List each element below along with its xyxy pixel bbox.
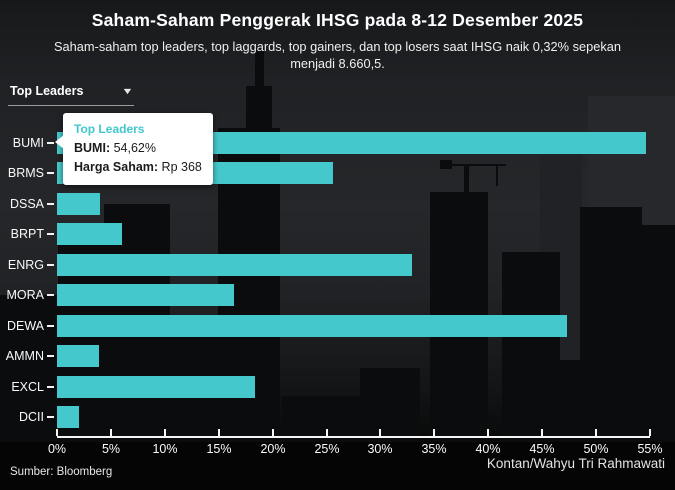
ground-strip <box>0 442 675 490</box>
page-title: Saham-Saham Penggerak IHSG pada 8-12 Des… <box>91 10 584 30</box>
bar-mora[interactable] <box>57 284 234 306</box>
x-tick-label: 5% <box>101 442 121 456</box>
y-axis-label-dewa: DEWA <box>6 319 44 333</box>
x-tick-label: 40% <box>475 442 501 456</box>
y-axis-label-dssa: DSSA <box>9 197 44 211</box>
y-tick-mark <box>47 264 54 266</box>
y-axis-label-excl: EXCL <box>11 380 44 394</box>
tooltip-price-line: Harga Saham: Rp 368 <box>74 159 202 174</box>
series-dropdown[interactable]: Top Leaders ▼ <box>8 82 134 106</box>
tooltip: Top Leaders BUMI: 54,62% Harga Saham: Rp… <box>55 113 213 185</box>
x-tick-label: 50% <box>583 442 609 456</box>
x-tick-label: 0% <box>47 442 67 456</box>
x-tick-label: 45% <box>529 442 555 456</box>
x-tick-mark <box>56 429 58 436</box>
x-tick-mark <box>272 429 274 436</box>
tooltip-title: Top Leaders <box>74 122 145 136</box>
y-tick-mark <box>47 416 54 418</box>
x-axis-line <box>57 436 650 438</box>
header: Saham-Saham Penggerak IHSG pada 8-12 Des… <box>0 0 675 73</box>
x-tick-mark <box>326 429 328 436</box>
bar-excl[interactable] <box>57 376 255 398</box>
x-tick-mark <box>595 429 597 436</box>
y-axis-label-ammn: AMMN <box>5 349 44 363</box>
x-tick-mark <box>649 429 651 436</box>
credit-label: Kontan/Wahyu Tri Rahmawati <box>486 456 665 471</box>
bar-dssa[interactable] <box>57 193 100 215</box>
x-tick-mark <box>541 429 543 436</box>
x-tick-mark <box>433 429 435 436</box>
bar-ammn[interactable] <box>57 345 99 367</box>
tooltip-stock-line: BUMI: 54,62% <box>74 141 156 155</box>
bar-dcii[interactable] <box>57 406 79 428</box>
bar-brpt[interactable] <box>57 223 122 245</box>
x-tick-label: 55% <box>637 442 663 456</box>
tooltip-arrow-icon <box>55 135 64 149</box>
y-axis-label-brpt: BRPT <box>10 227 44 241</box>
y-tick-mark <box>47 142 54 144</box>
y-tick-mark <box>47 172 54 174</box>
y-axis-label-brms: BRMS <box>7 166 44 180</box>
chart-row-enrg: ENRG <box>0 254 675 276</box>
x-tick-mark <box>379 429 381 436</box>
page-subtitle: Saham-saham top leaders, top laggards, t… <box>54 39 621 72</box>
chart-row-dewa: DEWA <box>0 315 675 337</box>
x-tick-label: 15% <box>206 442 232 456</box>
chart-row-dcii: DCII <box>0 406 675 428</box>
x-tick-mark <box>218 429 220 436</box>
series-dropdown-label: Top Leaders <box>10 84 84 98</box>
y-tick-mark <box>47 294 54 296</box>
y-tick-mark <box>47 325 54 327</box>
bar-dewa[interactable] <box>57 315 567 337</box>
y-tick-mark <box>47 355 54 357</box>
x-tick-mark <box>487 429 489 436</box>
x-tick-mark <box>110 429 112 436</box>
x-tick-label: 35% <box>421 442 447 456</box>
chevron-down-icon: ▼ <box>121 86 134 96</box>
y-tick-mark <box>47 203 54 205</box>
y-axis-label-mora: MORA <box>6 288 45 302</box>
x-tick-label: 30% <box>367 442 393 456</box>
chart-row-brpt: BRPT <box>0 223 675 245</box>
chart-row-dssa: DSSA <box>0 193 675 215</box>
x-tick-mark <box>164 429 166 436</box>
chart-row-excl: EXCL <box>0 376 675 398</box>
bar-enrg[interactable] <box>57 254 412 276</box>
chart-row-mora: MORA <box>0 284 675 306</box>
y-tick-mark <box>47 386 54 388</box>
y-tick-mark <box>47 233 54 235</box>
x-tick-label: 20% <box>260 442 286 456</box>
source-label: Sumber: Bloomberg <box>10 466 113 478</box>
y-axis-label-dcii: DCII <box>19 410 44 424</box>
y-axis-label-enrg: ENRG <box>7 258 44 272</box>
x-tick-label: 10% <box>152 442 178 456</box>
x-tick-label: 25% <box>314 442 340 456</box>
chart-row-ammn: AMMN <box>0 345 675 367</box>
y-axis-label-bumi: BUMI <box>12 136 44 150</box>
